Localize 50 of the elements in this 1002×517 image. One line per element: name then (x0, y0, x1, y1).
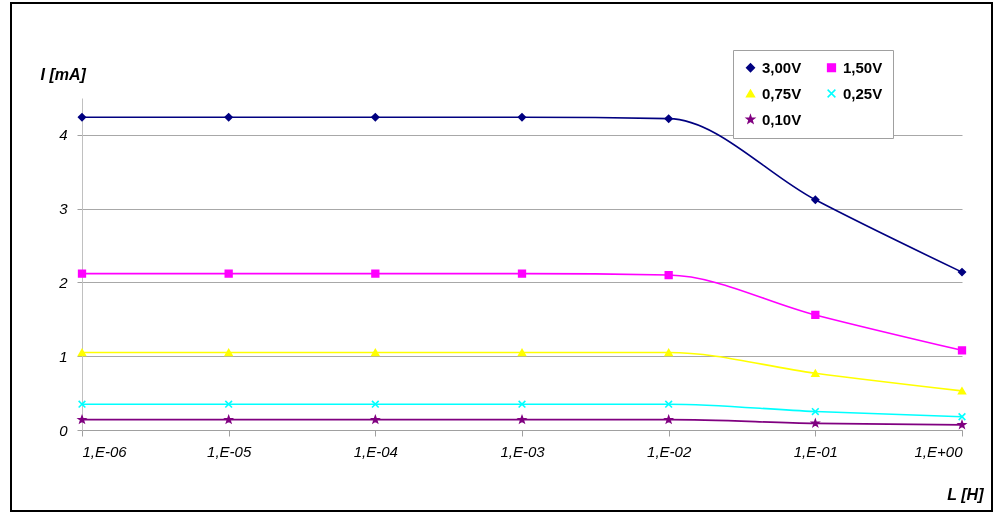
point (224, 113, 233, 122)
x-tick-label: 1,E-01 (793, 442, 838, 460)
x-tick-label: 1,E+00 (914, 442, 964, 460)
legend-label: 1,50V (843, 58, 883, 76)
point (371, 113, 380, 122)
y-tick-label: 0 (59, 421, 69, 439)
point (957, 346, 967, 355)
point (811, 407, 820, 416)
point (371, 400, 380, 409)
point (77, 400, 87, 409)
x-tick-label: 1,E-03 (500, 442, 546, 460)
point (517, 400, 527, 409)
point (224, 400, 233, 409)
point (224, 269, 233, 278)
point (664, 415, 673, 424)
x-tick-label: 1,E-04 (353, 442, 398, 460)
point (371, 269, 380, 278)
x-tick-label: 1,E-06 (82, 442, 128, 460)
x-tick-label: 1,E-02 (647, 442, 692, 460)
point (957, 387, 967, 395)
point (224, 348, 233, 357)
legend-label: 0,10V (762, 110, 802, 128)
x-axis-title: L [H] (947, 485, 985, 503)
point (664, 348, 673, 357)
x-tick-label: 1,E-05 (207, 442, 252, 460)
point (77, 348, 87, 357)
point (957, 412, 967, 421)
legend-label: 3,00V (762, 58, 802, 76)
point (811, 369, 820, 377)
point (224, 415, 233, 424)
point (957, 267, 967, 277)
point (371, 348, 380, 357)
point (77, 269, 87, 278)
point (371, 415, 380, 424)
point (517, 113, 527, 122)
y-tick-label: 3 (59, 200, 69, 218)
point (811, 195, 820, 204)
point (77, 113, 87, 122)
y-tick-label: 4 (59, 126, 68, 144)
legend-label: 0,75V (762, 84, 802, 102)
y-tick-label: 2 (58, 273, 69, 291)
y-tick-label: 1 (59, 347, 68, 365)
point (811, 310, 820, 320)
y-axis-title: I [mA] (40, 65, 87, 83)
point (517, 269, 527, 278)
point (517, 348, 527, 357)
point (664, 114, 673, 123)
point (664, 400, 673, 409)
legend-label: 0,25V (843, 84, 883, 102)
point (664, 270, 673, 280)
